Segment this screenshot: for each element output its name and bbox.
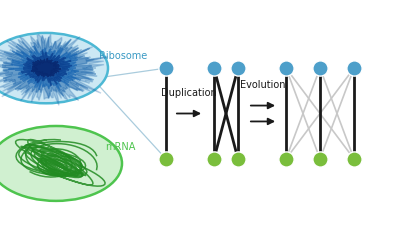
Text: Evolution: Evolution [240, 80, 286, 90]
Point [351, 157, 357, 161]
Point [283, 66, 289, 70]
Point [317, 66, 323, 70]
Point [351, 66, 357, 70]
Polygon shape [0, 35, 108, 98]
Text: mRNA: mRNA [106, 142, 136, 152]
Point [163, 157, 169, 161]
Circle shape [0, 126, 122, 201]
Text: Ribosome: Ribosome [99, 51, 147, 61]
Polygon shape [8, 46, 80, 90]
Point [235, 66, 241, 70]
Point [163, 66, 169, 70]
Polygon shape [0, 34, 104, 105]
Polygon shape [21, 51, 72, 86]
Point [283, 157, 289, 161]
Polygon shape [31, 58, 61, 77]
Text: Duplication: Duplication [161, 88, 217, 98]
Point [317, 157, 323, 161]
Point [211, 157, 217, 161]
Circle shape [0, 33, 108, 103]
Point [211, 66, 217, 70]
Point [235, 157, 241, 161]
